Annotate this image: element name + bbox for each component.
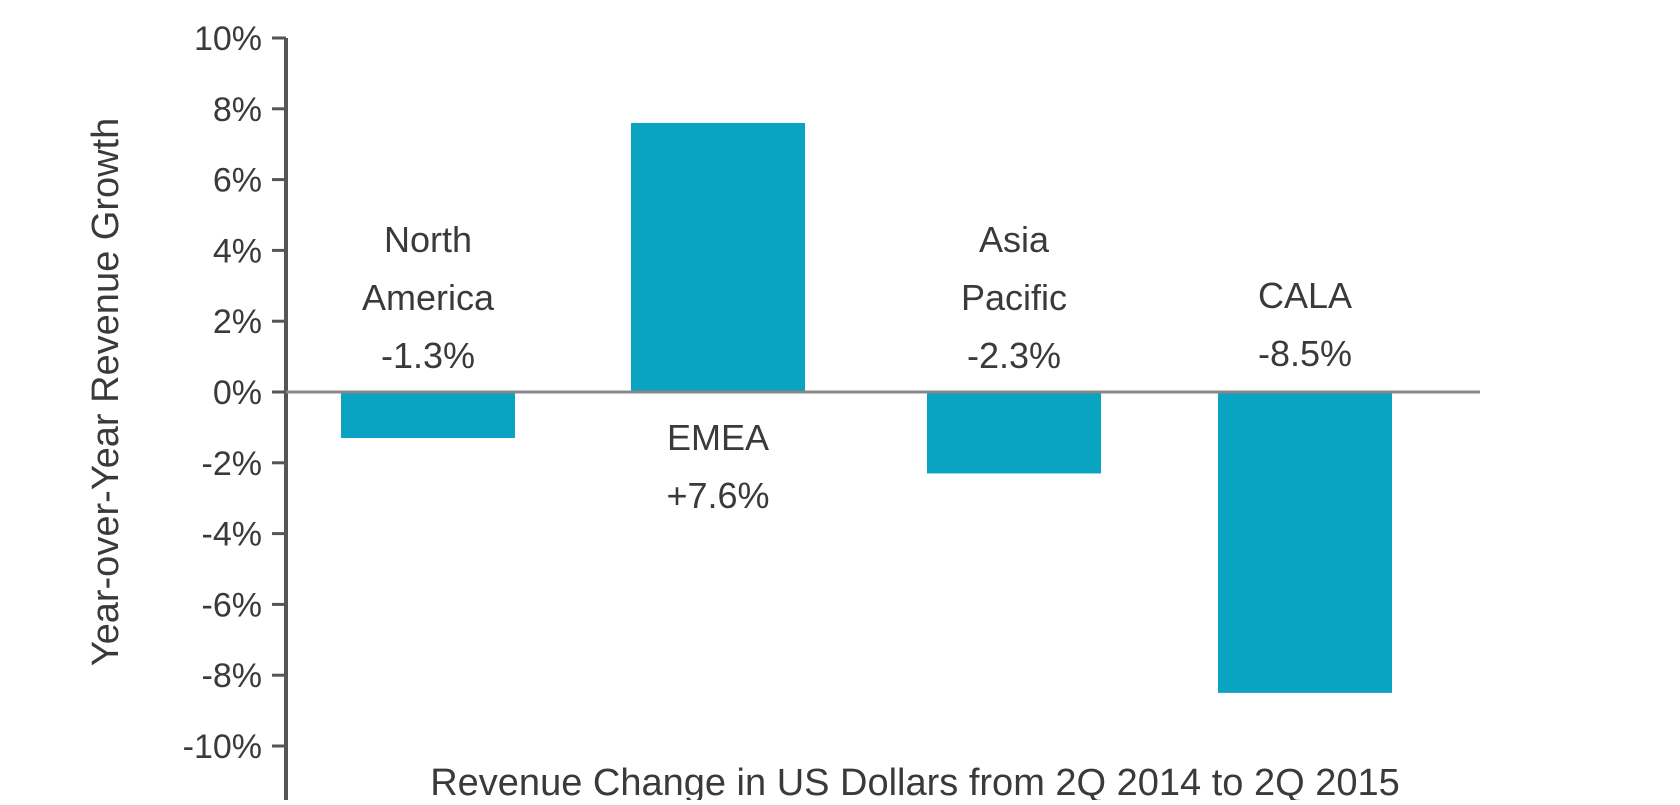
bar-north-america — [341, 392, 515, 439]
category-label-line: -2.3% — [967, 335, 1061, 376]
x-axis-title: Revenue Change in US Dollars from 2Q 201… — [430, 762, 1400, 800]
y-tick-label: 6% — [213, 162, 262, 200]
bar-asia-pacific — [927, 392, 1101, 474]
category-label-line: -8.5% — [1258, 333, 1352, 374]
y-tick-label: -2% — [202, 445, 262, 483]
category-label-line: North — [384, 219, 472, 260]
bar-emea — [631, 122, 805, 393]
category-label-line: CALA — [1258, 275, 1352, 316]
y-tick-label: 8% — [213, 91, 262, 129]
category-label-line: -1.3% — [381, 335, 475, 376]
category-label-line: Pacific — [961, 277, 1067, 318]
y-tick-label: 10% — [194, 20, 262, 58]
y-tick-label: -6% — [202, 586, 262, 624]
category-label-line: Asia — [979, 219, 1050, 260]
category-label-line: America — [362, 277, 495, 318]
bars — [286, 122, 1480, 693]
category-label-line: EMEA — [667, 417, 769, 458]
y-axis-title: Year-over-Year Revenue Growth — [85, 118, 127, 667]
y-tick-label: 0% — [213, 374, 262, 412]
category-labels: North America -1.3% EMEA +7.6% Asia Pacific -2.… — [362, 219, 1352, 516]
category-label-line: +7.6% — [666, 475, 769, 516]
y-tick-label: 2% — [213, 303, 262, 341]
y-tick-label: -4% — [202, 516, 262, 554]
y-tick-label: -10% — [183, 728, 262, 766]
y-axis: 10% 8% 6% 4% 2% 0% -2% -4% -6% -8% -10% — [183, 20, 288, 800]
bar-cala — [1218, 392, 1392, 693]
y-tick-label: -8% — [202, 657, 262, 695]
y-tick-label: 4% — [213, 232, 262, 270]
